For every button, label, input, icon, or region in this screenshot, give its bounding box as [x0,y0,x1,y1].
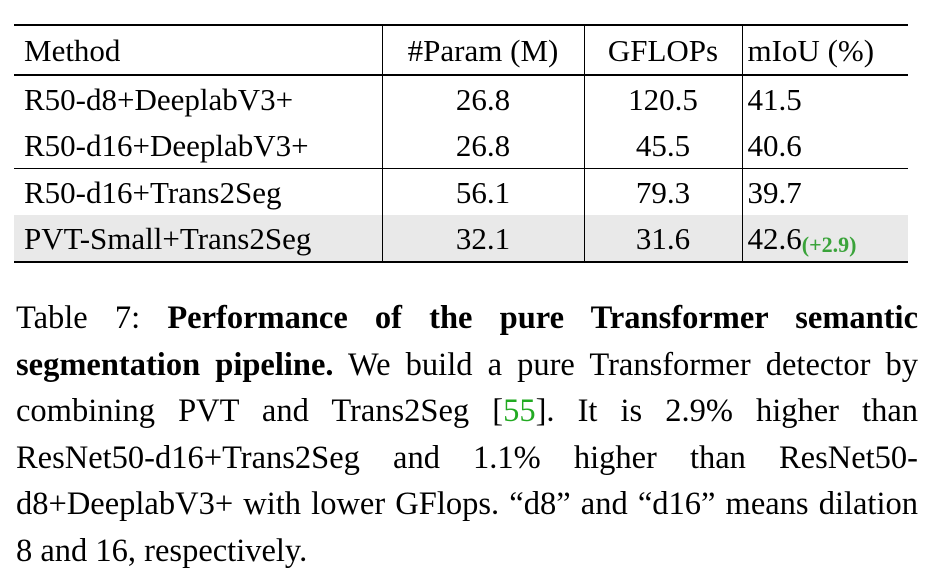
cell-miou: 41.5 [747,81,802,117]
table-row: R50-d16+Trans2Seg 56.1 79.3 39.7 [14,168,908,215]
cell-method: R50-d16+DeeplabV3+ [14,122,383,169]
citation-link[interactable]: 55 [503,393,536,429]
table-row-highlighted: PVT-Small+Trans2Seg 32.1 31.6 42.6(+2.9) [14,215,908,263]
table-row: R50-d16+DeeplabV3+ 26.8 45.5 40.6 [14,122,908,169]
miou-value: 42.6 [747,220,802,256]
table-row: R50-d8+DeeplabV3+ 26.8 120.5 41.5 [14,75,908,122]
header-param: #Param (M) [382,24,585,76]
cell-method: R50-d16+Trans2Seg [14,168,383,215]
cell-method: PVT-Small+Trans2Seg [14,215,383,263]
results-table: Method #Param (M) GFLOPs mIoU (%) R50-d8… [14,24,908,263]
header-method: Method [14,24,383,76]
miou-improvement: (+2.9) [801,231,857,257]
cell-gflops: 45.5 [584,122,743,169]
cell-param: 26.8 [382,122,585,169]
caption-text: We build a pure Transformer detector by … [16,346,918,430]
results-table-container: Method #Param (M) GFLOPs mIoU (%) R50-d8… [14,24,908,263]
cell-method: R50-d8+DeeplabV3+ [14,75,383,122]
caption-bold-text: Performance of the pure Transformer sema… [16,300,918,383]
table-header-row: Method #Param (M) GFLOPs mIoU (%) [14,24,908,76]
header-miou: mIoU (%) [742,24,908,76]
cell-gflops: 79.3 [584,168,743,215]
caption-text-continued: ]. It is 2.9% higher than ResNet50-d16+T… [16,393,918,569]
cell-miou: 39.7 [747,174,802,210]
table-caption: Table 7: Performance of the pure Transfo… [16,295,918,574]
cell-miou: 40.6 [742,122,908,169]
caption-label: Table 7: [16,300,168,336]
cell-param: 32.1 [382,215,585,263]
cell-gflops: 31.6 [584,215,743,263]
cell-param: 26.8 [382,75,585,122]
cell-param: 56.1 [382,168,585,215]
header-gflops: GFLOPs [584,24,743,76]
cell-gflops: 120.5 [584,75,743,122]
cell-miou: 42.6(+2.9) [742,215,908,263]
